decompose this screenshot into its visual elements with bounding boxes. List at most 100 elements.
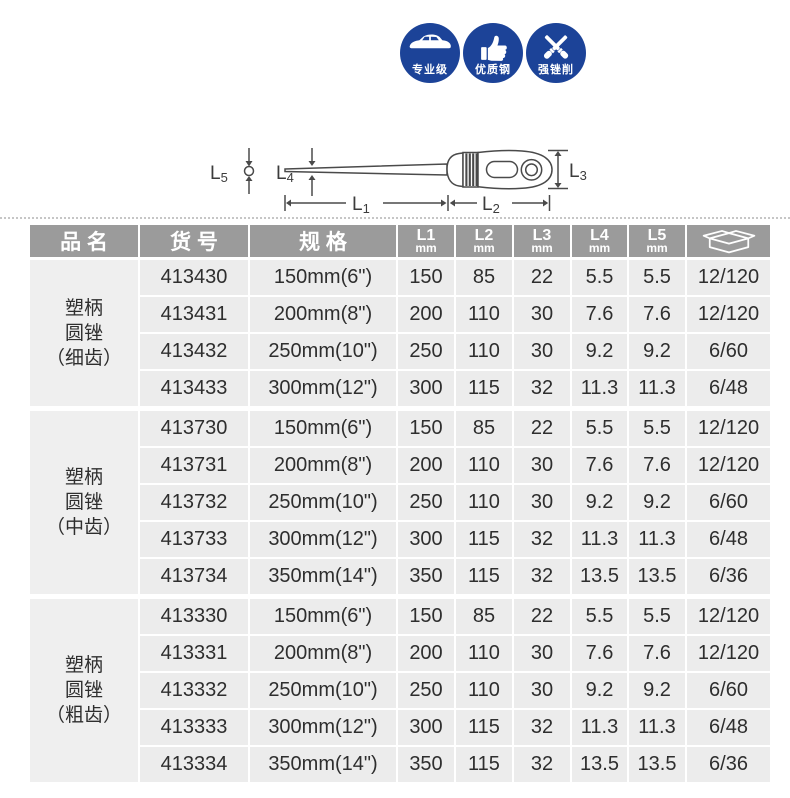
l1-cell: 200 (398, 297, 454, 332)
header-packing (687, 225, 770, 257)
packing-cell: 6/48 (687, 710, 770, 745)
item-no-cell: 413433 (140, 371, 248, 406)
spec-cell: 250mm(10") (250, 485, 396, 520)
product-name-cell: 塑柄圆锉 （粗齿） (30, 599, 138, 782)
item-no-cell: 413731 (140, 448, 248, 483)
product-name-cell: 塑柄 圆锉 （中齿） (30, 411, 138, 594)
l1-cell: 250 (398, 673, 454, 708)
l5-cell: 13.5 (629, 747, 685, 782)
l3-cell: 30 (514, 636, 570, 671)
product-name-line: 塑柄 (64, 297, 103, 319)
l5-cell: 5.5 (629, 411, 685, 446)
carton-box-icon (702, 230, 755, 254)
packing-cell: 12/120 (687, 411, 770, 446)
l1-cell: 350 (398, 559, 454, 594)
l5-cell: 9.2 (629, 485, 685, 520)
groups-container: 塑柄 圆锉 （细齿） 413430 150mm(6") 150 85 22 5.5 5.5 12/1… (30, 260, 770, 782)
file-blade (284, 163, 448, 176)
product-name-line: 圆锉 (64, 322, 103, 344)
l4-cell: 13.5 (572, 747, 627, 782)
l1-cell: 300 (398, 522, 454, 557)
header-l4: L4 mm (572, 225, 627, 257)
packing-cell: 6/60 (687, 485, 770, 520)
badge-label: 强锉削 (538, 64, 574, 76)
item-no-cell: 413732 (140, 485, 248, 520)
car-icon (409, 34, 451, 49)
spec-cell: 350mm(14") (250, 747, 396, 782)
l1-cell: 300 (398, 371, 454, 406)
l2-cell: 115 (456, 747, 512, 782)
product-name-line: （粗齿） (45, 705, 122, 726)
header-l3: L3 mm (514, 225, 570, 257)
l2-cell: 110 (456, 448, 512, 483)
l5-cell: 11.3 (629, 522, 685, 557)
l5-cell: 9.2 (629, 673, 685, 708)
l3-cell: 32 (514, 747, 570, 782)
packing-cell: 6/36 (687, 747, 770, 782)
l3-cell: 32 (514, 710, 570, 745)
l2-cell: 110 (456, 636, 512, 671)
l4-cell: 13.5 (572, 559, 627, 594)
l3-cell: 32 (514, 522, 570, 557)
l4-cell: 7.6 (572, 636, 627, 671)
product-name-line: 圆锉 (64, 680, 103, 701)
l2-cell: 115 (456, 559, 512, 594)
spec-cell: 250mm(10") (250, 334, 396, 369)
product-group: 塑柄 圆锉 （中齿） 413730 150mm(6") 150 85 22 5.5 5.5 12/1… (30, 411, 770, 594)
l4-cell: 5.5 (572, 411, 627, 446)
product-name-line: 塑柄 (64, 655, 103, 676)
item-no-cell: 413432 (140, 334, 248, 369)
l2-cell: 115 (456, 710, 512, 745)
spec-cell: 300mm(12") (250, 522, 396, 557)
spec-cell: 350mm(14") (250, 559, 396, 594)
badge-professional: 专业级 (400, 23, 460, 83)
dim-label-l3: L3 (569, 161, 587, 183)
file-dimension-diagram: L5 L4 L3 L1 L2 (210, 148, 587, 216)
l4-cell: 5.5 (572, 260, 627, 295)
item-no-cell: 413733 (140, 522, 248, 557)
l2-cell: 115 (456, 522, 512, 557)
spec-cell: 150mm(6") (250, 599, 396, 634)
l1-cell: 350 (398, 747, 454, 782)
badge-quality-steel: 优质钢 (463, 23, 523, 83)
l5-cell: 7.6 (629, 636, 685, 671)
item-no-cell: 413431 (140, 297, 248, 332)
badge-label: 专业级 (412, 64, 448, 76)
l1-cell: 150 (398, 260, 454, 295)
spec-cell: 200mm(8") (250, 297, 396, 332)
header-spec: 规 格 (250, 225, 396, 257)
l4-cell: 11.3 (572, 371, 627, 406)
table-header-row: 品 名 货 号 规 格 L1 mm L2 mm L3 mm L4 mm L5 m… (30, 225, 770, 257)
l2-cell: 85 (456, 411, 512, 446)
l1-cell: 200 (398, 636, 454, 671)
spec-cell: 200mm(8") (250, 636, 396, 671)
badge-strong-filing: 强锉削 (526, 23, 586, 83)
product-name-line: （中齿） (45, 517, 122, 538)
l2-cell: 115 (456, 371, 512, 406)
l1-cell: 150 (398, 411, 454, 446)
item-no-cell: 413734 (140, 559, 248, 594)
product-group: 塑柄 圆锉 （粗齿） 413330 150mm(6") 150 85 22 5.5 5.5 12/1… (30, 599, 770, 782)
header-l1: L1 mm (398, 225, 454, 257)
l5-cell: 13.5 (629, 559, 685, 594)
product-name-line: （细齿） (45, 347, 122, 369)
packing-cell: 6/60 (687, 334, 770, 369)
l3-cell: 22 (514, 599, 570, 634)
l3-cell: 30 (514, 673, 570, 708)
l5-cell: 9.2 (629, 334, 685, 369)
product-group: 塑柄 圆锉 （细齿） 413430 150mm(6") 150 85 22 5.5 5.5 12/1… (30, 260, 770, 406)
spec-cell: 150mm(6") (250, 260, 396, 295)
packing-cell: 12/120 (687, 297, 770, 332)
packing-cell: 12/120 (687, 448, 770, 483)
packing-cell: 6/60 (687, 673, 770, 708)
item-no-cell: 413330 (140, 599, 248, 634)
item-no-cell: 413334 (140, 747, 248, 782)
header-product-name: 品 名 (30, 225, 138, 257)
header-item-no: 货 号 (140, 225, 248, 257)
spec-cell: 300mm(12") (250, 710, 396, 745)
packing-cell: 6/36 (687, 559, 770, 594)
spec-table: 品 名 货 号 规 格 L1 mm L2 mm L3 mm L4 mm L5 m… (30, 225, 770, 782)
product-name-line: 塑柄 (64, 467, 103, 488)
l3-cell: 32 (514, 371, 570, 406)
